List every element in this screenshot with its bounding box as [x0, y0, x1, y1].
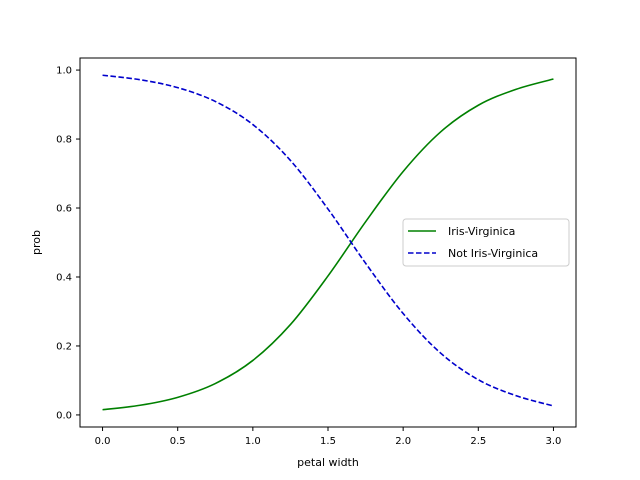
x-tick-label: 3.0 — [546, 436, 562, 447]
y-axis-label: prob — [30, 230, 43, 255]
y-axis: 0.0 0.2 0.4 0.6 0.8 1.0 — [56, 66, 80, 421]
x-axis-label: petal width — [297, 456, 359, 469]
x-tick-label: 1.5 — [320, 436, 336, 447]
x-tick-label: 2.0 — [395, 436, 411, 447]
legend-label-0: Iris-Virginica — [448, 225, 515, 238]
y-tick-label: 0.8 — [56, 135, 72, 146]
y-tick-label: 0.2 — [56, 341, 72, 352]
x-tick-label: 0.0 — [95, 436, 111, 447]
legend: Iris-Virginica Not Iris-Virginica — [402, 218, 570, 267]
legend-label-1: Not Iris-Virginica — [448, 247, 538, 260]
x-axis: 0.0 0.5 1.0 1.5 2.0 2.5 3.0 — [95, 427, 562, 447]
x-tick-label: 0.5 — [170, 436, 186, 447]
x-tick-label: 2.5 — [470, 436, 486, 447]
y-tick-label: 0.4 — [56, 272, 72, 283]
y-tick-label: 0.0 — [56, 410, 72, 421]
legend-box — [402, 218, 570, 267]
y-tick-label: 0.6 — [56, 204, 72, 215]
y-tick-label: 1.0 — [56, 66, 72, 77]
series-layer — [102, 74, 554, 411]
x-tick-label: 1.0 — [245, 436, 261, 447]
series-line-0 — [102, 78, 554, 411]
series-line-1 — [102, 74, 554, 407]
